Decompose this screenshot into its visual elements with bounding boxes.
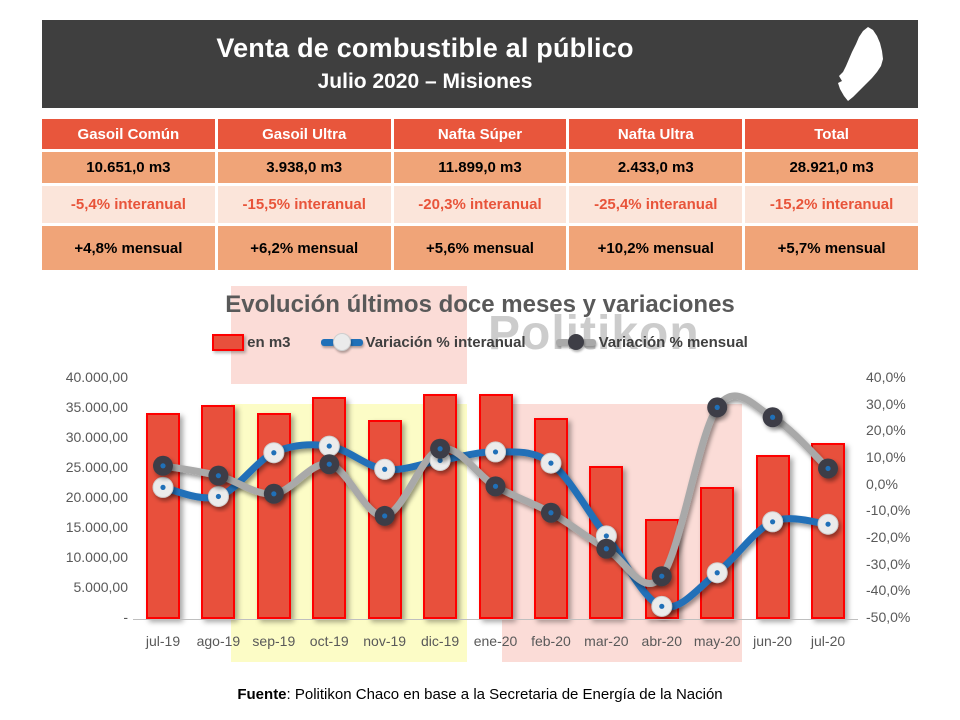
bar-dic-19 xyxy=(423,393,458,619)
x-axis-label: nov-19 xyxy=(363,633,407,649)
politikon-watermark: Politikon xyxy=(488,307,700,360)
right-axis-tick: 40,0% xyxy=(866,369,906,385)
right-axis-tick: -30,0% xyxy=(866,555,911,572)
mensual-cell: +5,6% mensual xyxy=(393,226,567,270)
left-axis-tick: 25.000,00 xyxy=(65,459,128,475)
bar-abr-20 xyxy=(644,518,679,619)
legend-label-mensual: Variación % mensual xyxy=(598,333,748,351)
source-label: Fuente xyxy=(237,686,287,703)
volume-cell: 2.433,0 m3 xyxy=(569,152,743,183)
left-axis-tick: 5.000,00 xyxy=(73,579,129,595)
volume-cell: 11.899,0 m3 xyxy=(393,152,567,183)
right-axis-tick: -50,0% xyxy=(866,609,911,626)
gray-line-swatch-icon xyxy=(555,334,596,350)
x-axis-label: ago-19 xyxy=(196,633,241,649)
bar-jul-19 xyxy=(146,413,180,619)
bar-jul-20 xyxy=(811,443,846,619)
x-axis-label: jun-20 xyxy=(753,633,793,649)
bar-feb-20 xyxy=(533,418,568,619)
mensual-cell: +5,7% mensual xyxy=(745,226,918,270)
left-axis-tick: 35.000,00 xyxy=(65,399,128,415)
x-axis-label: jul-20 xyxy=(810,633,846,649)
source-note: Fuente: Politikon Chaco en base a la Sec… xyxy=(0,686,960,703)
x-axis-label: mar-20 xyxy=(584,633,629,649)
x-axis-label: abr-20 xyxy=(641,633,682,649)
x-axis-label: may-20 xyxy=(693,633,741,649)
left-axis-tick: 15.000,00 xyxy=(65,519,128,535)
left-axis-tick: - xyxy=(123,609,128,625)
legend-item-mensual: Variación % mensual xyxy=(555,333,748,351)
right-axis-tick: 10,0% xyxy=(866,449,906,465)
x-axis-label: dic-19 xyxy=(421,633,460,649)
column-header: Gasoil Común xyxy=(42,119,215,149)
left-axis-tick: 10.000,00 xyxy=(65,549,128,565)
interanual-cell: -25,4% interanual xyxy=(569,186,743,223)
marker-center-dot xyxy=(770,414,776,420)
bar-jun-20 xyxy=(755,455,790,619)
right-axis-tick: 0,0% xyxy=(866,475,898,492)
volume-cell: 28.921,0 m3 xyxy=(745,152,918,183)
column-header: Nafta Ultra xyxy=(569,119,743,149)
left-axis-tick: 20.000,00 xyxy=(65,489,128,505)
interanual-cell: -20,3% interanual xyxy=(393,186,567,223)
page-title: Venta de combustible al público xyxy=(216,33,634,63)
mensual-cell: +10,2% mensual xyxy=(569,226,743,270)
legend-item-interanual: Variación % interanual xyxy=(320,333,526,351)
left-axis-tick: 30.000,00 xyxy=(65,429,128,445)
left-axis-tick: 40.000,00 xyxy=(65,369,128,385)
legend-label-interanual: Variación % interanual xyxy=(365,333,526,351)
legend-item-m3: en m3 xyxy=(212,333,291,351)
bar-ene-20 xyxy=(478,393,513,619)
fuel-summary-table: Gasoil Común Gasoil Ultra Nafta Súper Nafta… xyxy=(42,119,918,270)
volume-cell: 3.938,0 m3 xyxy=(217,152,391,183)
chart-legend: en m3 Variación % interanual Variación %… xyxy=(0,333,960,351)
blue-line-swatch-icon xyxy=(320,333,363,351)
x-axis-label: sep-19 xyxy=(252,633,296,649)
legend-label-m3: en m3 xyxy=(247,333,291,351)
page-subtitle: Julio 2020 – Misiones xyxy=(317,70,533,93)
right-axis-tick: 20,0% xyxy=(866,422,906,439)
bar-may-20 xyxy=(700,487,735,619)
x-axis-label: ene-20 xyxy=(473,633,518,649)
misiones-map-icon xyxy=(838,27,883,101)
mensual-cell: +6,2% mensual xyxy=(217,226,391,270)
x-axis-label: oct-19 xyxy=(309,633,349,649)
right-axis-tick: 30,0% xyxy=(866,395,906,412)
highlight-band-pink-top xyxy=(231,286,467,384)
bar-nov-19 xyxy=(367,420,402,619)
bar-mar-20 xyxy=(589,466,624,619)
column-header: Gasoil Ultra xyxy=(217,119,391,149)
chart-title: Evolución últimos doce meses y variacion… xyxy=(225,291,735,318)
right-axis-tick: -40,0% xyxy=(866,582,911,599)
right-axis-tick: -20,0% xyxy=(866,529,911,546)
interanual-cell: -15,2% interanual xyxy=(745,186,918,223)
bar-sep-19 xyxy=(256,413,291,619)
right-axis-tick: -10,0% xyxy=(866,502,911,519)
column-header: Nafta Súper xyxy=(393,119,567,149)
header-banner: Venta de combustible al público Julio 20… xyxy=(42,20,918,108)
mensual-cell: +4,8% mensual xyxy=(42,226,215,270)
mensual-marker xyxy=(762,407,783,428)
x-axis-label: feb-20 xyxy=(531,633,571,649)
bar-swatch-icon xyxy=(212,333,245,351)
volume-cell: 10.651,0 m3 xyxy=(42,152,215,183)
x-axis-line xyxy=(133,619,858,620)
bar-oct-19 xyxy=(312,396,347,619)
interanual-cell: -15,5% interanual xyxy=(217,186,391,223)
interanual-cell: -5,4% interanual xyxy=(42,186,215,223)
bar-ago-19 xyxy=(201,405,236,619)
x-axis-label: jul-19 xyxy=(145,633,181,649)
source-text: : Politikon Chaco en base a la Secretari… xyxy=(286,686,723,703)
column-header: Total xyxy=(745,119,918,149)
